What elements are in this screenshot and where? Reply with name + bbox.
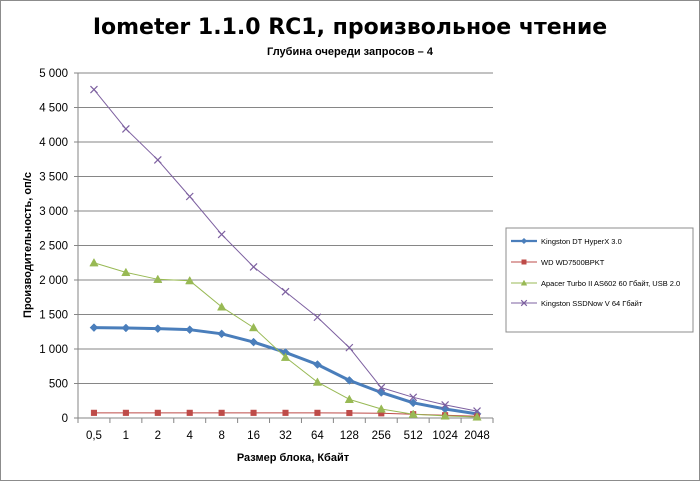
- y-tick-label: 0: [62, 413, 68, 425]
- x-tick-label: 128: [340, 430, 359, 442]
- data-point: [520, 237, 528, 245]
- series-line: [93, 262, 478, 418]
- series-line: [93, 326, 478, 416]
- data-point: [344, 394, 354, 403]
- series-group: [89, 85, 482, 421]
- x-tick-labels: 0,5 1 2 4 8 16 32 64 128 256 512 1024 2048: [86, 430, 490, 442]
- data-point: [217, 302, 227, 311]
- y-tick-label: 1 000: [39, 344, 68, 356]
- data-point: [122, 409, 129, 416]
- data-point: [409, 393, 418, 402]
- series-1: [89, 323, 482, 419]
- data-point: [249, 262, 258, 271]
- x-tick-label: 32: [279, 430, 292, 442]
- data-point: [154, 409, 161, 416]
- data-point: [313, 360, 322, 369]
- series-3: [89, 258, 482, 421]
- data-point: [121, 267, 131, 277]
- y-tick-label: 1 500: [39, 310, 68, 322]
- legend-label: Apacer Turbo II AS602 60 Гбайт, USB 2.0: [541, 279, 680, 288]
- x-tick-label: 8: [218, 430, 224, 442]
- data-point: [408, 398, 418, 408]
- data-point: [185, 325, 195, 335]
- legend: Kingston DT HyperX 3.0 WD WD7500BPKT Apace…: [505, 227, 694, 333]
- x-tick-label: 4: [187, 430, 194, 442]
- data-point: [377, 383, 386, 392]
- data-point: [440, 411, 450, 420]
- y-tick-label: 500: [49, 379, 68, 391]
- data-point: [521, 259, 527, 265]
- data-point: [472, 412, 482, 421]
- x-tick-label: 1024: [432, 430, 458, 442]
- data-point: [249, 337, 258, 347]
- y-axis-label: Производительность, оп/с: [22, 172, 34, 318]
- legend-item: WD WD7500BPKT: [511, 258, 605, 267]
- x-axis-label: Размер блока, Кбайт: [237, 452, 350, 464]
- data-point: [345, 343, 354, 352]
- x-tick-label: 16: [247, 430, 260, 442]
- data-point: [218, 409, 225, 416]
- y-tick-label: 2 000: [39, 275, 68, 287]
- data-point: [185, 192, 194, 201]
- data-point: [314, 409, 321, 416]
- data-point: [89, 258, 99, 267]
- legend-label: WD WD7500BPKT: [541, 258, 605, 267]
- data-point: [248, 322, 259, 332]
- data-point: [312, 377, 323, 386]
- chart-subtitle: Глубина очереди запросов – 4: [267, 46, 434, 58]
- data-point: [153, 156, 162, 164]
- data-point: [282, 409, 289, 416]
- legend-item: Apacer Turbo II AS602 60 Гбайт, USB 2.0: [511, 279, 680, 288]
- x-tick-label: 512: [404, 430, 423, 442]
- y-tick-label: 4 500: [39, 103, 68, 115]
- data-point: [280, 352, 291, 361]
- x-tick-label: 64: [311, 430, 324, 442]
- data-point: [441, 400, 450, 409]
- legend-label: Kingston DT HyperX 3.0: [541, 237, 622, 246]
- series-line: [93, 89, 478, 412]
- data-point: [408, 409, 418, 418]
- y-tick-label: 3 500: [39, 172, 68, 184]
- data-point: [344, 376, 354, 385]
- data-point: [185, 275, 195, 285]
- gridlines: [74, 72, 493, 419]
- axes: [77, 73, 494, 423]
- y-tick-label: 5 000: [39, 68, 68, 80]
- data-point: [217, 230, 226, 239]
- y-tick-label: 4 000: [39, 137, 68, 149]
- x-tick-label: 256: [372, 430, 391, 442]
- y-tick-label: 2 500: [39, 241, 68, 253]
- data-point: [281, 287, 290, 296]
- y-tick-label: 3 000: [39, 206, 68, 218]
- data-point: [217, 329, 227, 339]
- x-tick-label: 0,5: [86, 430, 102, 442]
- data-point: [520, 279, 528, 286]
- x-tick-label: 2: [155, 430, 161, 442]
- data-point: [121, 124, 130, 133]
- data-point: [376, 404, 386, 413]
- data-point: [153, 324, 163, 333]
- series-4: [90, 85, 481, 416]
- data-point: [313, 313, 322, 322]
- data-point: [473, 407, 481, 416]
- data-point: [346, 409, 353, 417]
- chart-title: Iometer 1.1.0 RC1, произвольное чтение: [93, 15, 607, 40]
- data-point: [186, 409, 193, 416]
- y-tick-labels: 0 500 1 000 1 500 2 000 2 500 3 000 3 500 4 000 4…: [39, 68, 68, 425]
- data-point: [520, 299, 528, 307]
- data-point: [90, 85, 98, 94]
- data-point: [89, 323, 99, 332]
- x-tick-label: 2048: [464, 430, 490, 442]
- legend-box: [505, 227, 694, 333]
- data-point: [250, 409, 257, 416]
- legend-item: Kingston DT HyperX 3.0: [511, 237, 622, 246]
- data-point: [121, 323, 131, 333]
- legend-item: Kingston SSDNow V 64 Гбайт: [511, 299, 643, 308]
- x-tick-label: 1: [123, 430, 129, 442]
- data-point: [153, 274, 163, 283]
- data-point: [90, 409, 98, 416]
- legend-label: Kingston SSDNow V 64 Гбайт: [541, 299, 643, 308]
